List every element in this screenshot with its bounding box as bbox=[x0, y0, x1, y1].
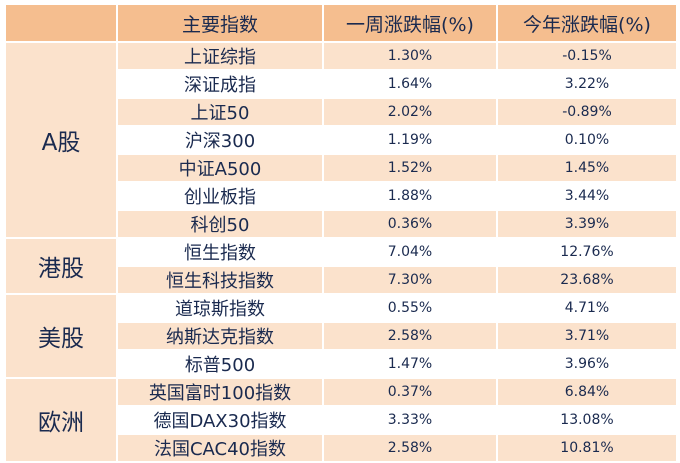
index-name-cell: 道琼斯指数 bbox=[116, 293, 324, 323]
week-change-cell: 1.64% bbox=[322, 69, 498, 99]
week-change-cell: 1.88% bbox=[322, 181, 498, 211]
table-row: 沪深300 1.19% 0.10% bbox=[5, 125, 678, 155]
index-name-cell: 标普500 bbox=[116, 349, 324, 379]
week-change-cell: 7.04% bbox=[322, 237, 498, 267]
table-row: 恒生科技指数 7.30% 23.68% bbox=[5, 265, 678, 295]
ytd-change-cell: 10.81% bbox=[496, 433, 678, 463]
table-row: 德国DAX30指数 3.33% 13.08% bbox=[5, 405, 678, 435]
week-change-cell: 2.58% bbox=[322, 321, 498, 351]
week-change-cell: 3.33% bbox=[322, 405, 498, 435]
index-name-cell: 恒生科技指数 bbox=[116, 265, 324, 295]
market-category: A股 bbox=[4, 41, 118, 239]
ytd-change-cell: 4.71% bbox=[496, 293, 678, 323]
week-change-cell: 0.36% bbox=[322, 209, 498, 239]
ytd-change-cell: 3.22% bbox=[496, 69, 678, 99]
table-row: A股 上证综指 1.30% -0.15% bbox=[4, 41, 678, 239]
header-week-change: 一周涨跌幅(%) bbox=[322, 3, 498, 43]
week-change-cell: 1.52% bbox=[322, 153, 498, 183]
table-row: 创业板指 1.88% 3.44% bbox=[5, 181, 678, 211]
ytd-change-cell: 3.39% bbox=[496, 209, 678, 239]
header-ytd-change: 今年涨跌幅(%) bbox=[496, 3, 678, 43]
ytd-change-cell: 3.96% bbox=[496, 349, 678, 379]
ytd-change-cell: 6.84% bbox=[496, 377, 678, 407]
ytd-change-cell: -0.89% bbox=[496, 97, 678, 127]
header-index-name: 主要指数 bbox=[116, 3, 324, 43]
index-name-cell: 纳斯达克指数 bbox=[116, 321, 324, 351]
table-row: 科创50 0.36% 3.39% bbox=[5, 209, 678, 239]
table-row: 纳斯达克指数 2.58% 3.71% bbox=[5, 321, 678, 351]
index-name-cell: 德国DAX30指数 bbox=[116, 405, 324, 435]
index-name-cell: 深证成指 bbox=[116, 69, 324, 99]
ytd-change-cell: 13.08% bbox=[496, 405, 678, 435]
table-header-row: 主要指数 一周涨跌幅(%) 今年涨跌幅(%) bbox=[4, 3, 678, 43]
week-change-cell: 0.55% bbox=[322, 293, 498, 323]
week-change-cell: 1.19% bbox=[322, 125, 498, 155]
market-category: 欧洲 bbox=[4, 377, 118, 463]
table-row: 深证成指 1.64% 3.22% bbox=[5, 69, 678, 99]
table-row: 港股 恒生指数 7.04% 12.76% bbox=[4, 237, 678, 295]
week-change-cell: 0.37% bbox=[322, 377, 498, 407]
index-name-cell: 创业板指 bbox=[116, 181, 324, 211]
week-change-cell: 7.30% bbox=[322, 265, 498, 295]
ytd-change-cell: 23.68% bbox=[496, 265, 678, 295]
week-change-cell: 1.47% bbox=[322, 349, 498, 379]
table-row: 上证50 2.02% -0.89% bbox=[5, 97, 678, 127]
index-name-cell: 上证50 bbox=[116, 97, 324, 127]
ytd-change-cell: 0.10% bbox=[496, 125, 678, 155]
week-change-cell: 2.58% bbox=[322, 433, 498, 463]
ytd-change-cell: 12.76% bbox=[496, 237, 678, 267]
header-category bbox=[4, 3, 118, 43]
market-category: 港股 bbox=[4, 237, 118, 295]
index-name-cell: 沪深300 bbox=[116, 125, 324, 155]
week-change-cell: 1.30% bbox=[322, 41, 498, 71]
index-performance-table: 主要指数 一周涨跌幅(%) 今年涨跌幅(%) A股 上证综指 1.30% -0.15%… bbox=[4, 3, 678, 463]
index-name-cell: 上证综指 bbox=[116, 41, 324, 71]
index-name-cell: 中证A500 bbox=[116, 153, 324, 183]
week-change-cell: 2.02% bbox=[322, 97, 498, 127]
index-name-cell: 恒生指数 bbox=[116, 237, 324, 267]
table-row: 标普500 1.47% 3.96% bbox=[5, 349, 678, 379]
index-name-cell: 科创50 bbox=[116, 209, 324, 239]
table-body: A股 上证综指 1.30% -0.15% 深证成指 1.64% 3.22% 上证50 2.02%… bbox=[4, 41, 678, 463]
table-row: 欧洲 英国富时100指数 0.37% 6.84% bbox=[4, 377, 678, 463]
ytd-change-cell: -0.15% bbox=[496, 41, 678, 71]
ytd-change-cell: 3.71% bbox=[496, 321, 678, 351]
table-row: 中证A500 1.52% 1.45% bbox=[5, 153, 678, 183]
table-row: 美股 道琼斯指数 0.55% 4.71% bbox=[4, 293, 678, 379]
index-name-cell: 法国CAC40指数 bbox=[116, 433, 324, 463]
ytd-change-cell: 3.44% bbox=[496, 181, 678, 211]
ytd-change-cell: 1.45% bbox=[496, 153, 678, 183]
index-name-cell: 英国富时100指数 bbox=[116, 377, 324, 407]
market-category: 美股 bbox=[4, 293, 118, 379]
